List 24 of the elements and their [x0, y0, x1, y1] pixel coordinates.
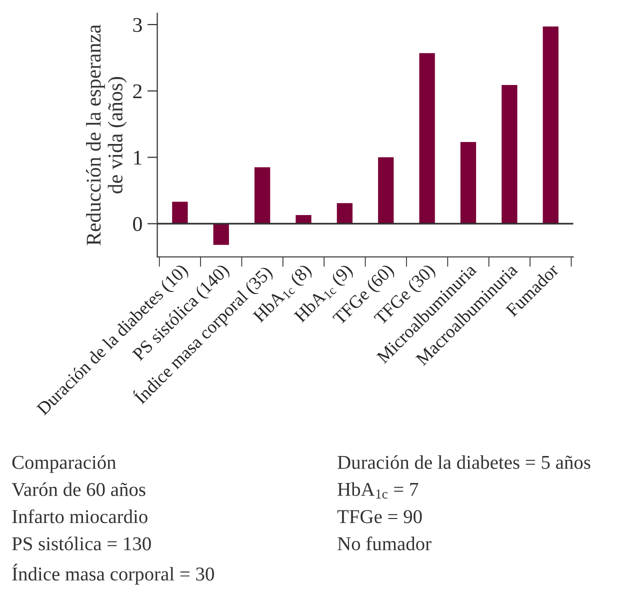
bar [254, 167, 270, 224]
text: Varón de 60 años [12, 482, 146, 496]
y-tick-label: 0 [133, 217, 142, 232]
text: HbA$_{1c}$ = 7 [338, 482, 418, 499]
bar [172, 202, 188, 224]
text: Infarto miocardio [12, 509, 148, 524]
y-tick-label: 2 [133, 84, 142, 98]
bar [296, 215, 312, 224]
y-tick-label: 1 [134, 150, 142, 165]
text: No fumador [338, 536, 432, 550]
text: PS sistólica = 130 [12, 536, 151, 550]
bar [460, 142, 476, 224]
bar [542, 26, 558, 224]
y-tick-label: 3 [133, 18, 142, 32]
bar [378, 157, 394, 224]
text: Índice masa corporal = 30 [12, 564, 214, 585]
bar [419, 53, 435, 224]
text: Duración de la diabetes = 5 años [338, 455, 590, 469]
y-axis-title: Reducción de la esperanza de vida (años) [86, 24, 127, 246]
bar [502, 84, 518, 224]
bar [336, 203, 353, 224]
text: TFGe = 90 [337, 510, 422, 524]
text: Comparación [12, 455, 116, 473]
bar [213, 224, 229, 245]
